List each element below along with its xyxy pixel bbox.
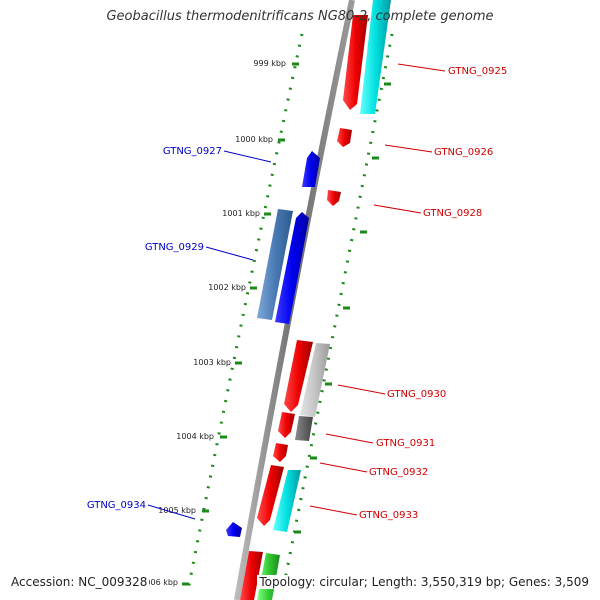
gene-label[interactable]: GTNG_0927 <box>163 146 222 157</box>
gene-GTNG_0928[interactable] <box>327 190 341 206</box>
gene-label[interactable]: GTNG_0934 <box>87 500 146 511</box>
scale-label: 1000 kbp <box>235 135 273 144</box>
gene-GTNG_0932[interactable] <box>273 443 288 462</box>
scale-ticks <box>182 62 391 586</box>
callout-lines <box>147 63 446 520</box>
genome-backbone <box>234 0 355 600</box>
gene-lightgray[interactable] <box>300 343 330 417</box>
gene-labels: GTNG_0925 GTNG_0926 GTNG_0927 GTNG_0928 … <box>87 66 507 521</box>
scale-label: 1004 kbp <box>176 432 214 441</box>
gene-label[interactable]: GTNG_0933 <box>359 510 418 521</box>
gene-darkgray[interactable] <box>295 416 313 441</box>
scale-labels: 999 kbp 1000 kbp 1001 kbp 1002 kbp 1003 … <box>140 59 286 587</box>
scale-label: 1001 kbp <box>222 209 260 218</box>
gene-GTNG_0931[interactable] <box>278 412 295 438</box>
gene-GTNG_0925[interactable] <box>343 15 368 110</box>
gene-GTNG_0926[interactable] <box>337 128 352 147</box>
topology-summary: Topology: circular; Length: 3,550,319 bp… <box>257 575 591 589</box>
gene-GTNG_0934[interactable] <box>226 522 242 537</box>
gene-label[interactable]: GTNG_0929 <box>145 242 204 253</box>
gene-label[interactable]: GTNG_0932 <box>369 467 428 478</box>
map-title: Geobacillus thermodenitrificans NG80-2, … <box>106 9 494 24</box>
gene-GTNG_0933[interactable] <box>257 465 284 526</box>
gene-GTNG_0929[interactable] <box>257 209 293 320</box>
gene-cyan[interactable] <box>273 470 301 532</box>
gene-label[interactable]: GTNG_0928 <box>423 208 482 219</box>
scale-label: 999 kbp <box>253 59 286 68</box>
gene-blue-long[interactable] <box>275 212 309 324</box>
gene-GTNG_0927[interactable] <box>302 151 320 187</box>
gene-red-bottom[interactable] <box>240 551 263 600</box>
gene-GTNG_0930[interactable] <box>284 340 313 412</box>
gene-label[interactable]: GTNG_0926 <box>434 147 493 158</box>
scale-label: 1002 kbp <box>208 283 246 292</box>
scale-label: 1006 kbp <box>140 578 178 587</box>
gene-label[interactable]: GTNG_0931 <box>376 438 435 449</box>
accession-text: Accession: NC_009328 <box>9 575 150 589</box>
gene-label[interactable]: GTNG_0930 <box>387 389 446 400</box>
gene-label[interactable]: GTNG_0925 <box>448 66 507 77</box>
scale-label: 1005 kbp <box>158 506 196 515</box>
gene-cyan-top[interactable] <box>360 0 391 114</box>
scale-label: 1003 kbp <box>193 358 231 367</box>
